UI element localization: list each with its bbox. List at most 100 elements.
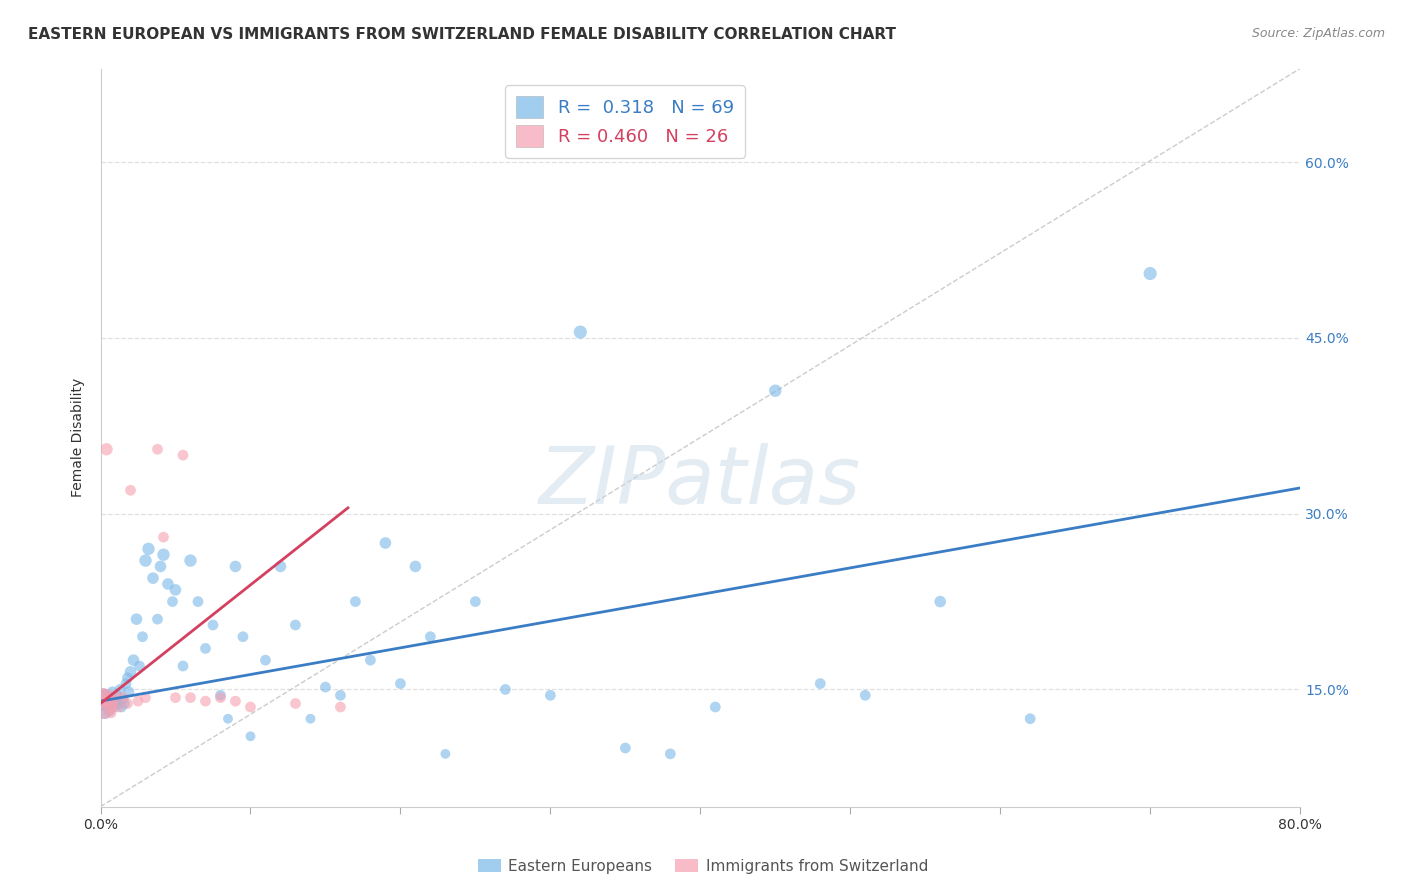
Point — [120, 483, 142, 498]
Point — [538, 688, 561, 702]
Point — [149, 559, 172, 574]
Legend: Eastern Europeans, Immigrants from Switzerland: Eastern Europeans, Immigrants from Switz… — [471, 853, 935, 880]
Point — [659, 747, 682, 761]
Point — [239, 700, 262, 714]
Point — [232, 630, 254, 644]
Point — [94, 706, 117, 720]
Point — [97, 697, 120, 711]
Point — [127, 694, 149, 708]
Point — [172, 448, 194, 462]
Point — [97, 694, 120, 708]
Point — [419, 630, 441, 644]
Point — [194, 641, 217, 656]
Point — [101, 685, 124, 699]
Point — [434, 747, 457, 761]
Point — [569, 325, 592, 339]
Point — [104, 688, 127, 702]
Point — [254, 653, 277, 667]
Point — [152, 548, 174, 562]
Point — [179, 690, 201, 705]
Point — [96, 688, 118, 702]
Point — [103, 700, 125, 714]
Point — [1139, 267, 1161, 281]
Point — [134, 690, 156, 705]
Point — [217, 712, 239, 726]
Point — [98, 700, 121, 714]
Point — [100, 706, 122, 720]
Point — [494, 682, 516, 697]
Point — [165, 690, 187, 705]
Point — [239, 729, 262, 743]
Point — [224, 559, 246, 574]
Point — [91, 694, 114, 708]
Point — [179, 553, 201, 567]
Point — [107, 700, 129, 714]
Point — [134, 553, 156, 567]
Point — [224, 694, 246, 708]
Point — [374, 536, 396, 550]
Point — [146, 442, 169, 457]
Point — [142, 571, 165, 585]
Text: ZIPatlas: ZIPatlas — [540, 442, 862, 521]
Point — [614, 741, 637, 756]
Point — [194, 694, 217, 708]
Point — [389, 676, 412, 690]
Point — [704, 700, 727, 714]
Point — [172, 659, 194, 673]
Point — [152, 530, 174, 544]
Point — [464, 594, 486, 608]
Point — [404, 559, 426, 574]
Point — [344, 594, 367, 608]
Point — [314, 680, 336, 694]
Point — [209, 690, 232, 705]
Point — [128, 659, 150, 673]
Point — [125, 612, 148, 626]
Point — [284, 697, 307, 711]
Point — [763, 384, 786, 398]
Point — [110, 700, 132, 714]
Legend: R =  0.318   N = 69, R = 0.460   N = 26: R = 0.318 N = 69, R = 0.460 N = 26 — [505, 85, 745, 158]
Point — [209, 688, 232, 702]
Point — [162, 594, 184, 608]
Point — [107, 697, 129, 711]
Point — [98, 704, 121, 718]
Point — [146, 612, 169, 626]
Point — [120, 665, 142, 679]
Point — [117, 671, 139, 685]
Point — [201, 618, 224, 632]
Point — [96, 442, 118, 457]
Point — [108, 682, 131, 697]
Point — [115, 676, 138, 690]
Point — [329, 700, 352, 714]
Point — [269, 559, 291, 574]
Point — [104, 694, 127, 708]
Y-axis label: Female Disability: Female Disability — [72, 378, 86, 497]
Point — [156, 577, 179, 591]
Point — [853, 688, 876, 702]
Point — [93, 694, 115, 708]
Point — [359, 653, 381, 667]
Point — [94, 688, 117, 702]
Point — [117, 697, 139, 711]
Point — [118, 685, 141, 699]
Point — [101, 694, 124, 708]
Point — [111, 690, 134, 705]
Point — [100, 691, 122, 706]
Point — [929, 594, 952, 608]
Text: Source: ZipAtlas.com: Source: ZipAtlas.com — [1251, 27, 1385, 40]
Point — [122, 653, 145, 667]
Point — [114, 697, 136, 711]
Point — [1019, 712, 1042, 726]
Point — [111, 691, 134, 706]
Point — [165, 582, 187, 597]
Text: EASTERN EUROPEAN VS IMMIGRANTS FROM SWITZERLAND FEMALE DISABILITY CORRELATION CH: EASTERN EUROPEAN VS IMMIGRANTS FROM SWIT… — [28, 27, 896, 42]
Point — [138, 541, 160, 556]
Point — [91, 697, 114, 711]
Point — [284, 618, 307, 632]
Point — [131, 630, 153, 644]
Point — [329, 688, 352, 702]
Point — [808, 676, 831, 690]
Point — [299, 712, 322, 726]
Point — [187, 594, 209, 608]
Point — [105, 688, 128, 702]
